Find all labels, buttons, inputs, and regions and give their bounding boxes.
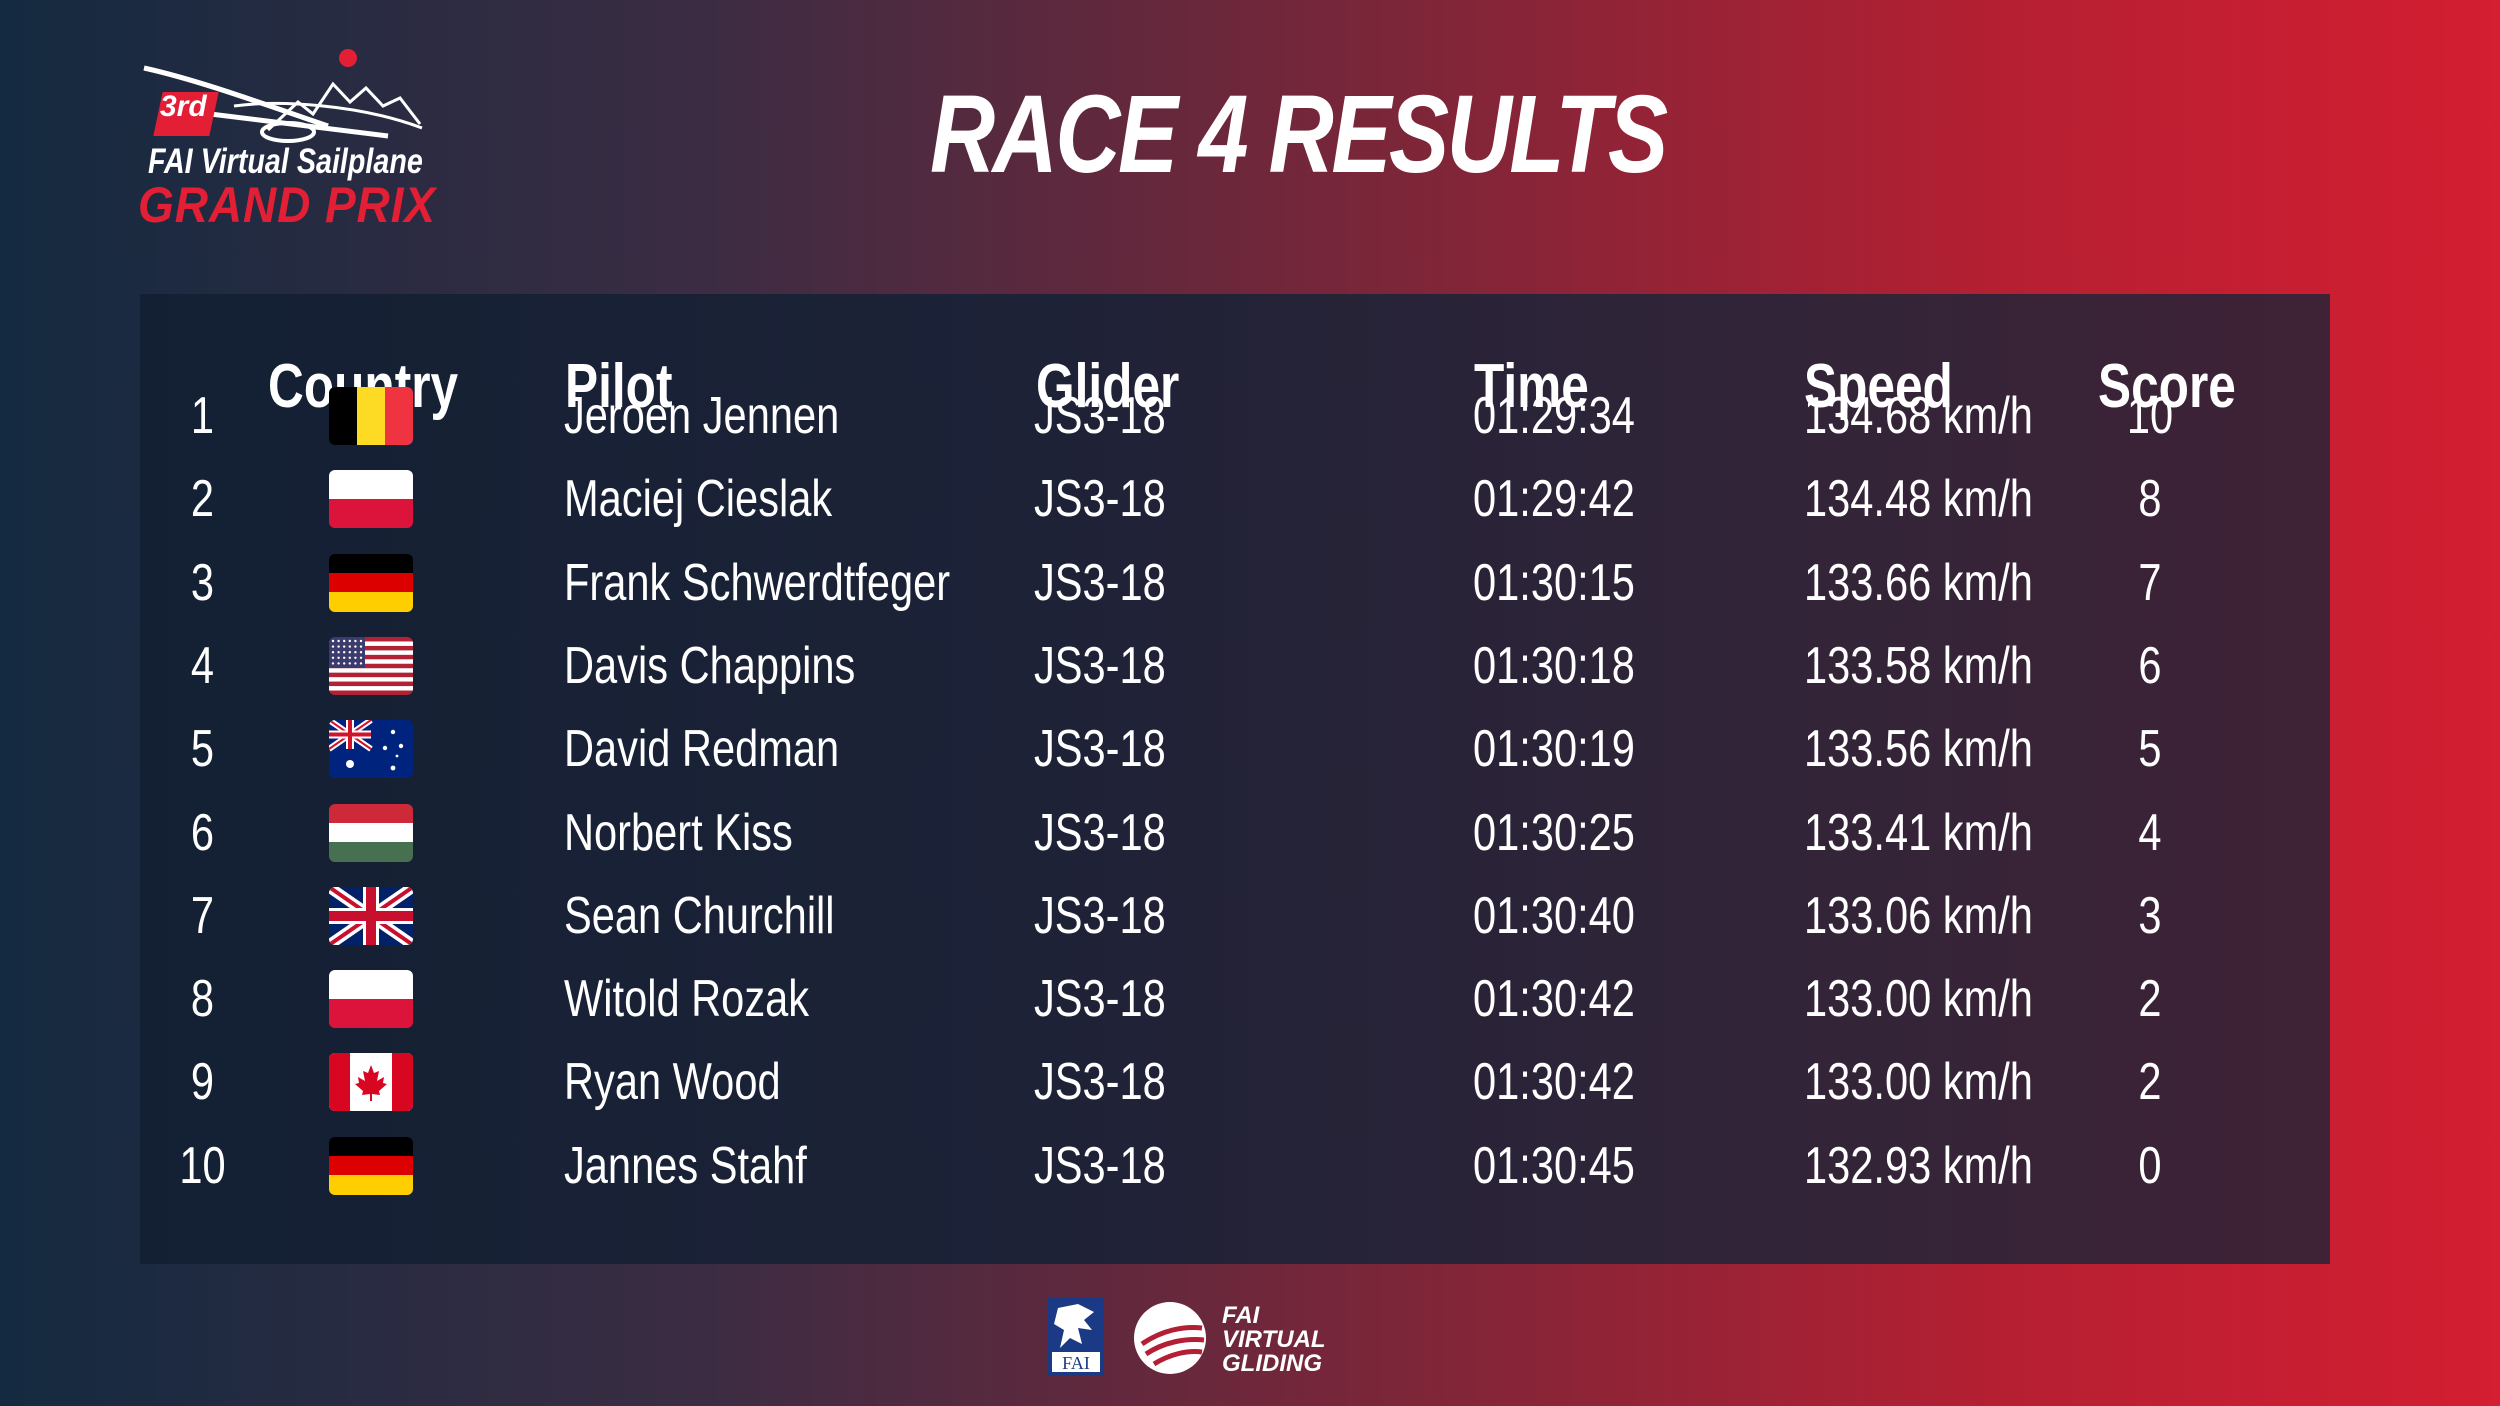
speed-cell: 133.56 km/h	[1804, 720, 2033, 779]
glider-cell: JS3-18	[1034, 470, 1166, 529]
speed-cell: 132.93 km/h	[1804, 1136, 2033, 1195]
score-cell: 5	[2138, 720, 2162, 779]
pilot-cell: Jannes Stahf	[564, 1136, 807, 1195]
time-cell: 01:29:34	[1473, 387, 1635, 445]
rank-cell: 5	[190, 720, 215, 779]
header-time: Time	[1474, 352, 1589, 421]
glider-cell: JS3-18	[1034, 1136, 1166, 1195]
germany-flag-icon	[329, 553, 413, 612]
rank-cell: 6	[190, 803, 215, 862]
time-cell: 01:30:42	[1473, 1053, 1635, 1112]
header-score: Score	[2098, 352, 2236, 421]
time-cell: 01:30:42	[1473, 970, 1635, 1029]
usa-flag-icon	[329, 636, 413, 695]
glider-cell: JS3-18	[1034, 636, 1166, 695]
score-cell: 3	[2138, 886, 2162, 945]
rank-cell: 10	[179, 1136, 226, 1195]
header-glider: Glider	[1036, 352, 1180, 421]
header-pilot: Pilot	[565, 352, 673, 421]
rank-cell: 4	[190, 636, 215, 695]
time-cell: 01:30:19	[1473, 720, 1635, 779]
grand-prix-logo: 3rd FAI Virtual Sailplane GRAND PRIX	[138, 40, 438, 240]
edition-text: 3rd	[160, 90, 207, 123]
speed-cell: 134.68 km/h	[1804, 387, 2033, 445]
germany-flag-icon	[329, 1136, 413, 1195]
score-cell: 4	[2138, 803, 2162, 862]
belgium-flag-icon	[329, 387, 413, 445]
virtual-gliding-logo: FAI VIRTUAL GLIDING	[1132, 1294, 1352, 1380]
score-cell: 8	[2138, 470, 2162, 529]
speed-cell: 133.41 km/h	[1804, 803, 2033, 862]
vg-line-1: FAI	[1222, 1302, 1260, 1329]
score-cell: 2	[2138, 1053, 2162, 1112]
pilot-cell: Davis Chappins	[564, 636, 856, 695]
poland-flag-icon	[329, 470, 413, 529]
virtual-gliding-icon	[1134, 1302, 1206, 1374]
speed-cell: 133.00 km/h	[1804, 970, 2033, 1029]
score-cell: 6	[2138, 636, 2162, 695]
score-cell: 10	[2126, 387, 2174, 445]
glider-cell: JS3-18	[1034, 387, 1166, 445]
glider-cell: JS3-18	[1034, 553, 1166, 612]
time-cell: 01:30:45	[1473, 1136, 1635, 1195]
pilot-cell: Frank Schwerdtfeger	[564, 553, 951, 612]
time-cell: 01:29:42	[1473, 470, 1635, 529]
pilot-cell: Ryan Wood	[564, 1053, 781, 1112]
speed-cell: 133.58 km/h	[1804, 636, 2033, 695]
time-cell: 01:30:25	[1473, 803, 1635, 862]
rank-cell: 9	[190, 1053, 215, 1112]
glider-cell: JS3-18	[1034, 886, 1166, 945]
time-cell: 01:30:40	[1473, 886, 1635, 945]
speed-cell: 133.00 km/h	[1804, 1053, 2033, 1112]
glider-cell: JS3-18	[1034, 720, 1166, 779]
pilot-cell: Sean Churchill	[564, 886, 835, 945]
score-cell: 0	[2138, 1136, 2162, 1195]
australia-flag-icon	[329, 720, 413, 779]
time-cell: 01:30:18	[1473, 636, 1635, 695]
rank-cell: 3	[190, 553, 215, 612]
fai-logo-text: FAI	[1062, 1353, 1090, 1373]
glider-cell: JS3-18	[1034, 1053, 1166, 1112]
speed-cell: 134.48 km/h	[1804, 470, 2033, 529]
rank-cell: 7	[190, 886, 215, 945]
header-speed: Speed	[1804, 352, 1953, 421]
speed-cell: 133.66 km/h	[1804, 553, 2033, 612]
canada-flag-icon	[329, 1053, 413, 1112]
fai-logo-icon: FAI	[1048, 1298, 1104, 1376]
pilot-cell: Jeroen Jennen	[564, 387, 840, 445]
logo-grand-prix: GRAND PRIX	[138, 177, 437, 233]
glider-cell: JS3-18	[1034, 803, 1166, 862]
score-cell: 7	[2138, 553, 2162, 612]
speed-cell: 133.06 km/h	[1804, 886, 2033, 945]
time-cell: 01:30:15	[1473, 553, 1635, 612]
rank-cell: 8	[190, 970, 215, 1029]
poland-flag-icon	[329, 970, 413, 1029]
pilot-cell: Norbert Kiss	[564, 803, 793, 862]
vg-line-2: VIRTUAL	[1222, 1326, 1326, 1353]
page-title: RACE 4 RESULTS	[930, 73, 1668, 196]
glider-cell: JS3-18	[1034, 970, 1166, 1029]
score-cell: 2	[2138, 970, 2162, 1029]
pilot-cell: David Redman	[564, 720, 840, 779]
vg-line-3: GLIDING	[1222, 1350, 1322, 1377]
uk-flag-icon	[329, 886, 413, 945]
rank-cell: 2	[190, 470, 215, 529]
pilot-cell: Maciej Cieslak	[564, 470, 833, 529]
rank-cell: 1	[190, 387, 215, 445]
pilot-cell: Witold Rozak	[564, 970, 810, 1029]
hungary-flag-icon	[329, 803, 413, 862]
logo-title-line: FAI Virtual Sailplane	[148, 142, 423, 181]
